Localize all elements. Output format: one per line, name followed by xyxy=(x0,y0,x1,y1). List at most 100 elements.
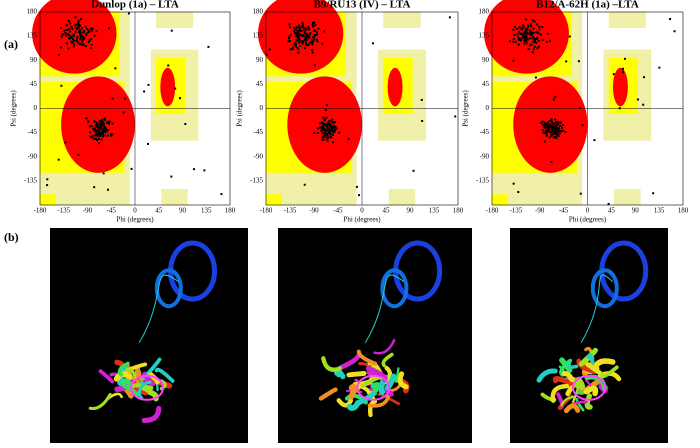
residue-dot xyxy=(220,193,223,196)
residue-dot xyxy=(94,124,97,127)
residue-dot xyxy=(93,127,96,130)
residue-dot xyxy=(302,28,305,31)
structure-ribbon xyxy=(394,367,400,383)
residue-dot xyxy=(101,131,104,134)
residue-dot xyxy=(546,32,549,35)
residue-dot xyxy=(533,45,536,48)
residue-dot xyxy=(69,36,72,39)
residue-dot xyxy=(320,129,323,132)
residue-dot xyxy=(78,30,81,33)
residue-dot xyxy=(313,21,316,24)
y-tick-label: -45 xyxy=(28,128,38,136)
residue-dot xyxy=(309,40,312,43)
residue-dot xyxy=(307,34,310,37)
residue-dot xyxy=(79,18,82,21)
residue-dot xyxy=(554,130,557,133)
residue-dot xyxy=(69,22,72,25)
residue-dot xyxy=(548,127,551,130)
residue-dot xyxy=(70,36,73,39)
x-tick-label: -90 xyxy=(535,207,545,215)
residue-dot xyxy=(559,129,562,132)
residue-dot xyxy=(63,29,66,32)
residue-dot xyxy=(328,128,331,131)
residue-dot xyxy=(550,134,553,137)
residue-dot xyxy=(295,39,298,42)
residue-dot xyxy=(526,28,529,31)
residue-dot xyxy=(420,98,423,101)
residue-dot xyxy=(96,123,99,126)
residue-dot xyxy=(65,34,68,37)
residue-dot xyxy=(325,109,328,112)
residue-dot xyxy=(516,33,519,36)
residue-dot xyxy=(94,138,97,141)
residue-dot xyxy=(512,59,515,62)
residue-dot xyxy=(552,98,555,101)
residue-dot xyxy=(68,37,71,40)
residue-dot xyxy=(89,131,92,134)
residue-dot xyxy=(669,18,672,21)
residue-dot xyxy=(579,192,582,195)
residue-dot xyxy=(84,26,87,29)
residue-dot xyxy=(565,60,568,63)
residue-dot xyxy=(74,26,77,29)
residue-dot xyxy=(562,124,565,127)
residue-dot xyxy=(541,26,544,29)
residue-dot xyxy=(321,138,324,141)
residue-dot xyxy=(327,123,330,126)
residue-dot xyxy=(537,32,540,35)
residue-dot xyxy=(303,38,306,41)
y-tick-label: -135 xyxy=(250,176,263,184)
residue-dot xyxy=(64,141,67,144)
residue-dot xyxy=(67,36,70,39)
residue-dot xyxy=(124,97,127,100)
residue-dot xyxy=(294,41,297,44)
residue-dot xyxy=(322,138,325,141)
residue-dot xyxy=(320,121,323,124)
residue-dot xyxy=(554,118,557,121)
structure-ribbon xyxy=(88,392,112,411)
residue-dot xyxy=(100,138,103,141)
residue-dot xyxy=(93,186,96,189)
residue-dot xyxy=(93,120,96,123)
ramachandran-plot xyxy=(258,0,459,206)
structure-ribbon xyxy=(600,365,619,379)
x-axis-label: Phi (degrees) xyxy=(343,216,381,224)
residue-dot xyxy=(66,42,69,45)
residue-dot xyxy=(652,192,655,195)
residue-dot xyxy=(555,136,558,139)
residue-dot xyxy=(46,184,49,187)
residue-dot xyxy=(531,19,534,22)
residue-dot xyxy=(79,43,82,46)
x-tick-label: 180 xyxy=(453,207,464,215)
x-tick-label: 0 xyxy=(586,207,590,215)
residue-dot xyxy=(66,33,69,36)
ramachandran-plot xyxy=(32,0,231,206)
residue-dot xyxy=(538,25,541,28)
structure-ribbon xyxy=(137,380,152,397)
residue-dot xyxy=(543,121,546,124)
residue-dot xyxy=(316,127,319,130)
residue-dot xyxy=(311,21,314,24)
residue-dot xyxy=(325,116,328,119)
residue-dot xyxy=(543,140,546,143)
residue-dot xyxy=(312,40,315,43)
residue-dot xyxy=(99,125,102,128)
residue-dot xyxy=(60,35,63,38)
structure-ribbon xyxy=(98,369,115,384)
residue-dot xyxy=(311,24,314,27)
residue-dot xyxy=(100,123,103,126)
residue-dot xyxy=(299,26,302,29)
residue-dot xyxy=(60,46,63,49)
residue-dot xyxy=(304,43,307,46)
residue-dot xyxy=(312,25,315,28)
structure-ribbon xyxy=(561,370,575,383)
residue-dot xyxy=(304,37,307,40)
residue-dot xyxy=(68,33,71,36)
residue-dot xyxy=(81,43,84,46)
residue-dot xyxy=(85,33,88,36)
residue-dot xyxy=(291,48,294,51)
residue-dot xyxy=(305,38,308,41)
residue-dot xyxy=(524,18,527,21)
y-tick-label: 90 xyxy=(482,56,490,64)
